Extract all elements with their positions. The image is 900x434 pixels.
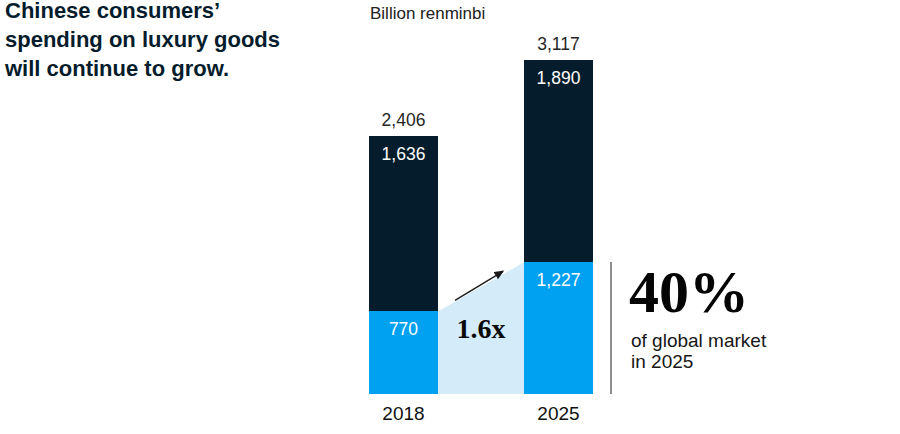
segment-value-label: 1,636 bbox=[369, 144, 438, 165]
bar-total-label: 2,406 bbox=[382, 110, 426, 131]
callout-line-1: of global market bbox=[631, 330, 766, 352]
callout-rule bbox=[610, 262, 612, 394]
callout-line-2: in 2025 bbox=[631, 351, 693, 373]
bar-segment-bottom: 770 bbox=[369, 311, 438, 394]
x-axis-category-label: 2018 bbox=[382, 403, 424, 425]
exhibit: Chinese consumers’ spending on luxury go… bbox=[0, 0, 900, 434]
callout-value: 40% bbox=[629, 262, 749, 322]
bar-segment-top: 1,636 bbox=[369, 136, 438, 312]
x-axis-category-label: 2025 bbox=[537, 403, 579, 425]
bar-segment-bottom: 1,227 bbox=[524, 262, 593, 394]
segment-value-label: 1,227 bbox=[524, 270, 593, 291]
stacked-bar-chart: 2,406 1,636 770 2018 3,117 1,890 1,227 2… bbox=[0, 0, 900, 434]
growth-band-svg bbox=[0, 0, 900, 434]
growth-multiplier-label: 1.6x bbox=[457, 313, 506, 345]
bar-total-label: 3,117 bbox=[537, 34, 580, 55]
bar-segment-top: 1,890 bbox=[524, 60, 593, 263]
segment-value-label: 770 bbox=[369, 319, 438, 340]
segment-value-label: 1,890 bbox=[524, 68, 593, 89]
